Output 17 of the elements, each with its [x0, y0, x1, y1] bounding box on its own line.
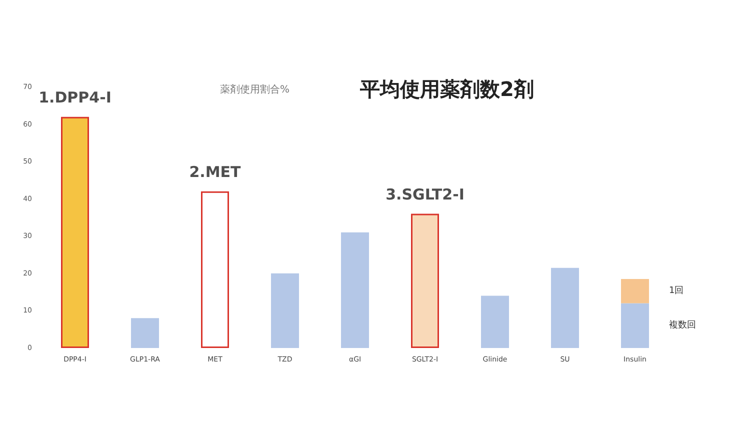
bar: [621, 303, 649, 348]
bar: [551, 268, 579, 348]
text: 複数回: [669, 320, 696, 331]
annotation: 2.MET: [189, 162, 242, 181]
bar: [411, 214, 439, 348]
bar: [271, 273, 299, 348]
bar: [131, 318, 159, 348]
text: 1回: [669, 286, 684, 296]
bar: [201, 191, 229, 348]
annotation: 3.SGLT2-I: [386, 185, 464, 204]
bar: [481, 296, 509, 348]
bar: [341, 232, 369, 348]
bar: [61, 116, 89, 348]
chart-subtitle: 薬剤使用割合%: [220, 84, 290, 96]
chart-title: 平均使用薬剤数2剤: [359, 77, 534, 101]
annotation: 1.DPP4-I: [38, 88, 112, 106]
bar: [621, 279, 649, 304]
